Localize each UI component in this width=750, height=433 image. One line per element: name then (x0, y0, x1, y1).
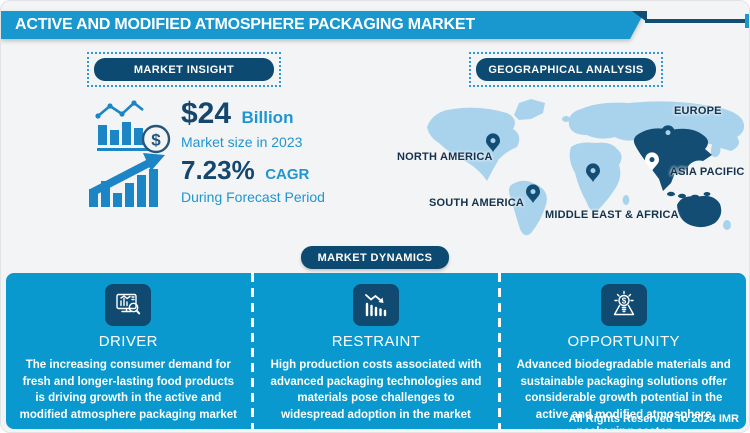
ribbon-fold (632, 11, 647, 22)
cagr-unit: CAGR (265, 166, 310, 183)
location-pin-europe (661, 125, 675, 144)
restraint-text: High production costs associated with ad… (270, 359, 482, 422)
market-insight-section: MARKET INSIGHT (87, 52, 281, 87)
card-divider (498, 273, 502, 429)
driver-card: DRIVER The increasing consumer demand fo… (6, 273, 251, 429)
map-indonesia-1 (667, 191, 675, 197)
page-title: ACTIVE AND MODIFIED ATMOSPHERE PACKAGING… (15, 16, 475, 33)
geographical-analysis-section: GEOGRAPHICAL ANALYSIS (469, 52, 663, 87)
bar-chart-dollar-icon: $ (95, 100, 171, 154)
region-label-north-america: NORTH AMERICA (397, 151, 493, 163)
map-japan (710, 139, 721, 158)
growth-chart-arrow-icon (89, 153, 165, 207)
cagr-caption: During Forecast Period (181, 189, 325, 205)
market-size-value: $24 (181, 97, 232, 130)
market-size-stat: $24 Billion Market size in 2023 (181, 97, 302, 150)
region-label-europe: EUROPE (674, 105, 722, 117)
map-north-america (427, 107, 520, 181)
ribbon-end-cap (745, 14, 749, 28)
cagr-stat: 7.23% CAGR During Forecast Period (181, 155, 325, 205)
map-new-zealand (723, 220, 731, 230)
lightbulb-dollar-icon: $ (600, 284, 647, 326)
market-insight-pill: MARKET INSIGHT (94, 58, 274, 81)
market-size-caption: Market size in 2023 (181, 134, 303, 150)
location-pin-asia-pacific (645, 152, 659, 171)
geographical-analysis-pill: GEOGRAPHICAL ANALYSIS (476, 58, 656, 81)
region-label-middle-east-africa: MIDDLE EAST & AFRICA (545, 209, 679, 221)
location-pin-middle-east-africa (586, 163, 600, 182)
cagr-value: 7.23% (181, 155, 255, 185)
header-ribbon: ACTIVE AND MODIFIED ATMOSPHERE PACKAGING… (1, 1, 645, 39)
opportunity-title: OPPORTUNITY (567, 333, 680, 350)
region-label-asia-pacific: ASIA PACIFIC (670, 166, 745, 178)
card-divider (250, 273, 254, 429)
market-size-unit: Billion (241, 108, 294, 127)
map-indonesia-4 (703, 192, 711, 196)
map-greenland (514, 99, 545, 120)
monitor-chart-magnifier-icon (105, 284, 152, 326)
opportunity-text: Advanced biodegradable materials and sus… (516, 359, 731, 429)
map-asia-highlight (633, 128, 712, 191)
svg-text:$: $ (151, 131, 161, 150)
map-indonesia-3 (690, 194, 700, 200)
opportunity-card: $ OPPORTUNITY Advanced biodegradable mat… (501, 273, 746, 429)
map-indonesia-2 (678, 193, 686, 199)
driver-text: The increasing consumer demand for fresh… (19, 359, 237, 422)
world-map (427, 99, 745, 236)
location-pin-north-america (486, 133, 500, 152)
region-label-south-america: SOUTH AMERICA (429, 197, 525, 209)
map-uk (562, 116, 570, 122)
market-dynamics-pill: MARKET DYNAMICS (301, 246, 449, 269)
map-madagascar (622, 195, 630, 205)
restraint-card: RESTRAINT High production costs associat… (254, 273, 499, 429)
copyright-text: All Rights Reserved To 2024 IMR (568, 413, 739, 425)
location-pin-south-america (526, 184, 540, 203)
driver-title: DRIVER (98, 333, 158, 350)
market-dynamics-band: DRIVER The increasing consumer demand fo… (6, 273, 746, 429)
svg-text:$: $ (621, 296, 626, 305)
restraint-title: RESTRAINT (331, 333, 421, 350)
declining-bars-arrow-icon (353, 284, 399, 326)
ribbon-line (645, 19, 745, 23)
map-australia-highlight (677, 195, 722, 228)
